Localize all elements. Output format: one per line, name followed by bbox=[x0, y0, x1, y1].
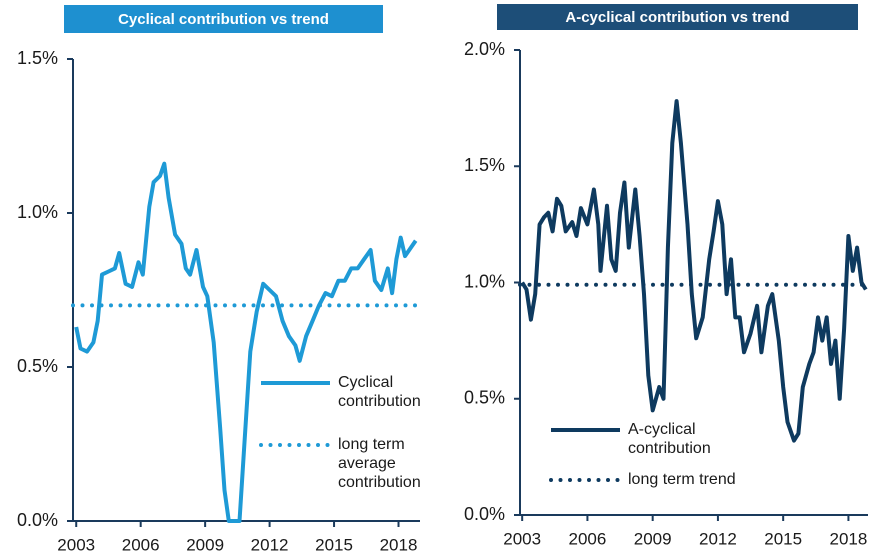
legend-item: A-cyclical contribution bbox=[548, 420, 768, 458]
legend-swatch bbox=[551, 428, 620, 432]
x-tick-label: 2012 bbox=[699, 529, 737, 548]
legend-label: Cyclical contribution bbox=[338, 374, 421, 411]
x-tick-label: 2018 bbox=[830, 529, 868, 548]
y-tick-label: 0.5% bbox=[464, 388, 505, 408]
legend-item: long term trend bbox=[548, 470, 768, 490]
y-tick-label: 0.5% bbox=[17, 356, 58, 376]
x-tick-label: 2018 bbox=[380, 535, 418, 552]
x-tick-label: 2006 bbox=[569, 529, 607, 548]
series-line bbox=[74, 161, 418, 523]
x-tick-label: 2015 bbox=[315, 535, 353, 552]
legend-item: Cyclical contribution bbox=[258, 373, 438, 411]
chart-title: A-cyclical contribution vs trend bbox=[497, 4, 858, 30]
y-tick-label: 0.0% bbox=[464, 504, 505, 524]
legend-item: long term average contribution bbox=[258, 435, 438, 492]
x-tick-label: 2009 bbox=[634, 529, 672, 548]
x-tick-label: 2012 bbox=[251, 535, 289, 552]
legend-label: long term trend bbox=[628, 471, 736, 488]
y-tick-label: 1.0% bbox=[17, 202, 58, 222]
x-tick-label: 2006 bbox=[122, 535, 160, 552]
y-tick-label: 0.0% bbox=[17, 510, 58, 530]
y-tick-label: 2.0% bbox=[464, 39, 505, 59]
y-tick-label: 1.5% bbox=[17, 48, 58, 68]
x-tick-label: 2015 bbox=[764, 529, 802, 548]
legend-label: long term average contribution bbox=[338, 436, 421, 492]
legend-swatch bbox=[549, 478, 622, 482]
legend-label: A-cyclical contribution bbox=[628, 421, 711, 457]
x-tick-label: 2003 bbox=[503, 529, 541, 548]
series-line bbox=[520, 99, 868, 443]
legend-swatch bbox=[259, 443, 332, 448]
y-tick-label: 1.0% bbox=[464, 271, 505, 291]
x-tick-label: 2009 bbox=[186, 535, 224, 552]
y-tick-label: 1.5% bbox=[464, 155, 505, 175]
chart-title: Cyclical contribution vs trend bbox=[64, 5, 383, 33]
x-tick-label: 2003 bbox=[57, 535, 95, 552]
legend-swatch bbox=[261, 381, 330, 386]
